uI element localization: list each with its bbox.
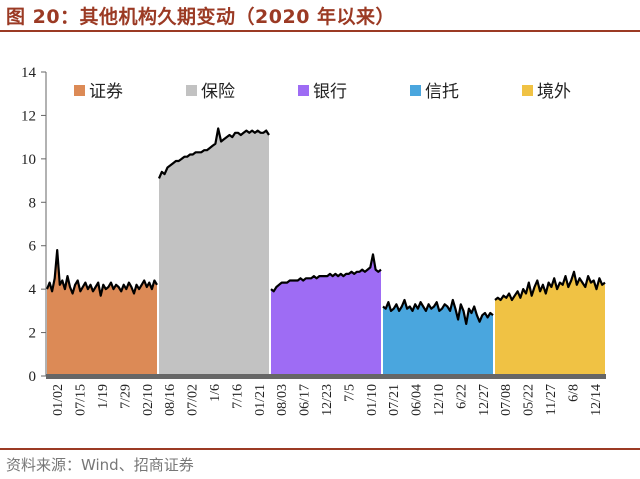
x-tick-label: 07/02: [186, 384, 201, 416]
x-tick-label: 6/8: [566, 384, 581, 402]
x-tick-label: 7/5: [342, 384, 357, 402]
x-tick-label-group: 07/02: [186, 384, 201, 416]
x-tick-label: 07/21: [387, 384, 402, 416]
x-tick-label-group: 07/21: [387, 384, 402, 416]
x-tick-label-group: 6/22: [454, 384, 469, 409]
x-tick-label-group: 12/23: [320, 384, 335, 416]
x-tick-label-group: 07/08: [499, 384, 514, 416]
y-tick-label: 14: [21, 65, 37, 81]
x-tick-label-group: 08/03: [275, 384, 290, 416]
x-tick-label-group: 12/14: [589, 384, 604, 416]
x-tick-label: 12/14: [589, 384, 604, 416]
source-bar: 资料来源：Wind、招商证券: [0, 448, 640, 479]
legend-label-4: 信托: [425, 82, 459, 102]
series-area-3: [271, 254, 381, 376]
legend-swatch-1: [74, 85, 85, 96]
legend-label-1: 证券: [89, 82, 123, 102]
series-line-4: [382, 298, 494, 325]
legend-swatch-5: [522, 85, 533, 96]
x-tick-label: 02/10: [141, 384, 156, 416]
x-tick-label: 07/08: [499, 384, 514, 416]
x-tick-label-group: 11/27: [544, 384, 559, 415]
series-line-5: [494, 270, 606, 302]
x-tick-label-group: 06/04: [410, 384, 425, 416]
y-tick-label: 4: [29, 282, 37, 298]
chart-title: 图 20：其他机构久期变动（2020 年以来）: [6, 6, 396, 28]
x-tick-label: 08/16: [163, 384, 178, 416]
axes: 0 2 4 6 8 10 12 14 01/02 07/15 1/19 7/29 02/10 08/16 0…: [21, 65, 606, 416]
series-line-2: [157, 127, 270, 179]
x-tick-label: 12/10: [432, 384, 447, 416]
x-tick-label: 12/23: [320, 384, 335, 416]
x-tick-label: 06/04: [410, 384, 425, 416]
series-line-1: [45, 249, 158, 297]
x-tick-label-group: 05/22: [522, 384, 537, 416]
legend-swatch-4: [410, 85, 421, 96]
series-line-3: [270, 253, 382, 293]
source-note: 资料来源：Wind、招商证券: [6, 456, 194, 474]
x-tick-label-group: 08/16: [163, 384, 178, 416]
series-areas: [47, 128, 605, 376]
x-tick-label: 1/6: [208, 384, 223, 402]
x-tick-label: 6/22: [454, 384, 469, 409]
series-lines: [45, 127, 606, 325]
series-area-5: [495, 271, 605, 376]
x-tick-label-group: 01/02: [51, 384, 66, 416]
x-tick-label-group: 1/6: [208, 384, 223, 402]
y-tick-label: 0: [29, 369, 37, 385]
x-tick-label: 1/19: [96, 384, 111, 409]
x-tick-label: 11/27: [544, 384, 559, 415]
x-tick-label-group: 02/10: [141, 384, 156, 416]
legend: 证券 保险 银行 信托 境外: [74, 82, 571, 102]
series-area-4: [383, 300, 493, 376]
x-tick-label-group: 01/10: [365, 384, 380, 416]
series-area-2: [159, 128, 269, 376]
legend-swatch-2: [186, 85, 197, 96]
y-tick-label: 8: [29, 195, 37, 211]
x-tick-label-group: 01/21: [253, 384, 268, 416]
x-tick-label: 01/02: [51, 384, 66, 416]
chart: 0 2 4 6 8 10 12 14 01/02 07/15 1/19 7/29 02/10 08/16 0…: [21, 65, 606, 416]
x-tick-label: 12/27: [477, 384, 492, 416]
legend-label-2: 保险: [201, 82, 235, 102]
x-tick-label: 01/10: [365, 384, 380, 416]
x-tick-label-group: 7/5: [342, 384, 357, 402]
x-tick-label-group: 07/15: [74, 384, 89, 416]
y-tick-label: 10: [21, 152, 36, 168]
legend-swatch-3: [298, 85, 309, 96]
x-tick-label: 06/17: [298, 384, 313, 416]
title-bar: 图 20：其他机构久期变动（2020 年以来）: [0, 0, 640, 32]
legend-label-3: 银行: [313, 82, 347, 102]
legend-label-5: 境外: [537, 82, 571, 102]
x-tick-label-group: 6/8: [566, 384, 581, 402]
x-tick-label-group: 12/10: [432, 384, 447, 416]
y-tick-label: 12: [21, 108, 36, 124]
x-tick-label: 7/16: [230, 384, 245, 409]
y-tick-label: 2: [29, 326, 37, 342]
series-area-1: [47, 250, 157, 376]
x-axis-line: [46, 374, 606, 379]
y-tick-label: 6: [29, 239, 37, 255]
x-tick-label-group: 12/27: [477, 384, 492, 416]
x-tick-label: 01/21: [253, 384, 268, 416]
x-tick-label: 05/22: [522, 384, 537, 416]
x-tick-label-group: 06/17: [298, 384, 313, 416]
x-tick-label: 07/15: [74, 384, 89, 416]
x-tick-label: 7/29: [118, 384, 133, 409]
x-tick-label: 08/03: [275, 384, 290, 416]
x-tick-label-group: 7/29: [118, 384, 133, 409]
x-tick-label-group: 7/16: [230, 384, 245, 409]
x-tick-label-group: 1/19: [96, 384, 111, 409]
